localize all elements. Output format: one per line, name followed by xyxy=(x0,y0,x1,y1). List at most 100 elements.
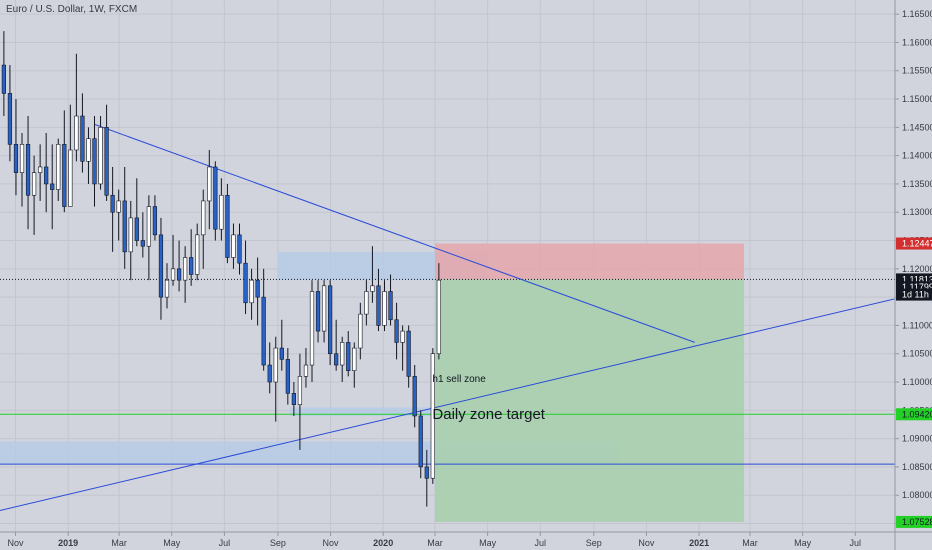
candle-body xyxy=(267,364,272,383)
price-label-bg xyxy=(896,515,932,528)
candle-body xyxy=(1,64,6,94)
candle-body xyxy=(50,183,55,190)
candle-body xyxy=(146,206,151,247)
candle-body xyxy=(424,466,429,479)
candle-body xyxy=(231,234,236,258)
candle-body xyxy=(394,319,399,343)
y-tick-label: 1.11000 xyxy=(902,320,932,330)
y-tick-label: 1.16500 xyxy=(902,9,932,19)
y-tick-label: 1.08500 xyxy=(902,462,932,472)
candle-body xyxy=(128,217,133,253)
y-tick-label: 1.14000 xyxy=(902,151,932,161)
candle-body xyxy=(285,359,290,394)
candle-body xyxy=(388,291,393,321)
candle-body xyxy=(92,138,97,185)
candle-body xyxy=(376,285,381,326)
x-tick-label: May xyxy=(163,538,181,548)
candle-body xyxy=(430,353,435,479)
candle-body xyxy=(201,200,206,236)
x-tick-label: Nov xyxy=(8,538,25,548)
candle-body xyxy=(334,353,339,366)
price-label: 1.12447 xyxy=(902,239,932,249)
candle-body xyxy=(7,93,13,145)
candle-body xyxy=(273,347,278,383)
candle-body xyxy=(213,166,218,230)
candle-body xyxy=(370,285,375,292)
candle-body xyxy=(19,144,25,173)
candle-body xyxy=(249,279,254,304)
y-tick-label: 1.09000 xyxy=(902,434,932,444)
candle-body xyxy=(340,342,345,366)
candle-body xyxy=(261,296,266,366)
candle-body xyxy=(436,279,441,355)
trend-line xyxy=(94,124,695,343)
candle-body xyxy=(98,127,103,185)
x-tick-label: Jul xyxy=(535,538,547,548)
chart-title: Euro / U.S. Dollar, 1W, FXCM xyxy=(6,4,138,15)
position-stop-zone xyxy=(434,243,744,280)
candle-body xyxy=(104,127,109,196)
price-label-bg xyxy=(896,408,932,421)
x-tick-label: Sep xyxy=(586,538,602,548)
y-tick-label: 1.08000 xyxy=(902,490,932,500)
x-tick-label: 2020 xyxy=(373,538,393,548)
candle-body xyxy=(321,285,327,332)
candle-body xyxy=(152,206,158,236)
candle-body xyxy=(315,291,321,332)
candle-body xyxy=(183,257,188,281)
x-tick-label: May xyxy=(479,538,497,548)
x-tick-label: May xyxy=(794,538,812,548)
candle-body xyxy=(110,194,115,213)
candle-body xyxy=(134,217,139,241)
candle-body xyxy=(255,279,260,298)
candle-body xyxy=(13,144,19,173)
y-tick-label: 1.13000 xyxy=(902,207,932,217)
candle-body xyxy=(297,376,303,405)
candle-body xyxy=(358,313,363,349)
price-label: 1d 11h xyxy=(902,290,929,300)
candle-body xyxy=(237,234,242,264)
candle-body xyxy=(158,234,164,298)
candle-body xyxy=(406,330,411,377)
x-tick-label: Nov xyxy=(323,538,340,548)
candle-body xyxy=(62,144,67,207)
candle-body xyxy=(122,200,127,253)
candle-body xyxy=(382,291,387,326)
price-label-bg xyxy=(896,288,932,301)
candle-body xyxy=(412,376,417,417)
y-tick-label: 1.16000 xyxy=(902,37,932,47)
candle-body xyxy=(170,268,176,281)
candle-body xyxy=(207,166,212,202)
candle-body xyxy=(74,115,79,151)
y-tick-label: 1.12000 xyxy=(902,264,932,274)
candle-body xyxy=(418,415,423,468)
x-tick-label: Mar xyxy=(742,538,758,548)
annotation-text: Daily zone target xyxy=(432,406,545,423)
price-label: 1.11799 xyxy=(902,282,932,292)
y-tick-label: 1.14500 xyxy=(902,122,932,132)
candle-body xyxy=(243,262,248,304)
time-scale-pane xyxy=(0,532,932,550)
candle-body xyxy=(189,257,194,275)
x-tick-label: Jul xyxy=(850,538,862,548)
candle-body xyxy=(352,347,357,372)
x-tick-label: Nov xyxy=(638,538,655,548)
x-tick-label: 2021 xyxy=(689,538,709,548)
price-label: 1.09420 xyxy=(902,409,932,419)
x-tick-label: 2019 xyxy=(58,538,78,548)
demand-zone xyxy=(289,407,435,416)
price-label: 1.07528 xyxy=(902,517,932,527)
candle-body xyxy=(56,144,61,190)
candle-body xyxy=(44,166,49,185)
candle-body xyxy=(364,291,369,315)
candle-body xyxy=(31,172,37,196)
candle-body xyxy=(328,285,333,355)
x-tick-label: Mar xyxy=(427,538,443,548)
candle-body xyxy=(140,240,145,247)
candle-body xyxy=(225,194,230,258)
y-tick-label: 1.10000 xyxy=(902,377,932,387)
candle-body xyxy=(400,330,405,343)
y-tick-label: 1.15000 xyxy=(902,94,932,104)
